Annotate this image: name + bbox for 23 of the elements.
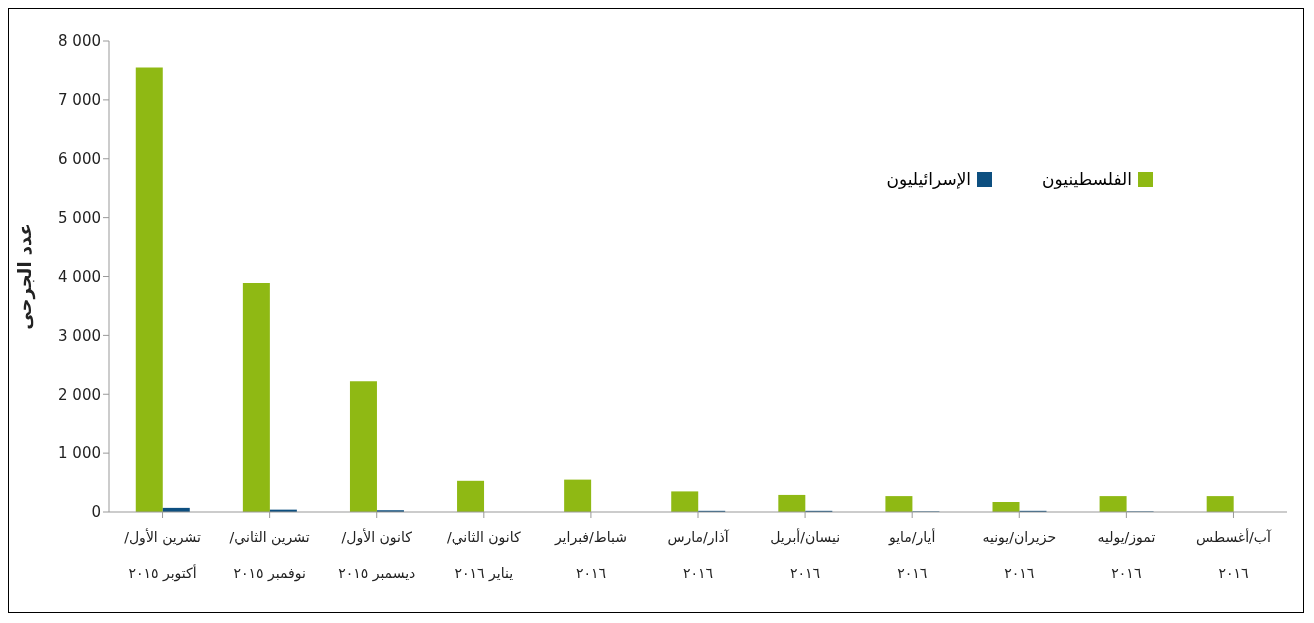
y-tick-label: 7 000: [58, 91, 101, 110]
legend-label: الفلسطينيون: [1042, 169, 1132, 189]
category-label: تموز/يوليه ٢٠١٦: [1097, 529, 1156, 581]
y-tick-label: 4 000: [58, 267, 101, 286]
y-tick-label: 2 000: [58, 385, 101, 404]
y-tick-label: 0: [91, 503, 101, 522]
category-label: آب/أغسطس ٢٠١٦: [1196, 529, 1271, 581]
category-label: نيسان/أبريل ٢٠١٦: [770, 529, 841, 581]
category-label: تشرين الثاني/ نوفمبر ٢٠١٥: [229, 529, 310, 581]
category-label: تشرين الأول/ أكتوبر ٢٠١٥: [124, 529, 201, 581]
y-tick-label: 1 000: [58, 444, 101, 463]
category-label: شباط/فبراير ٢٠١٦: [554, 529, 627, 581]
legend-label: الإسرائيليون: [886, 169, 972, 189]
y-axis-title: عدد الجرحى: [14, 223, 37, 330]
y-tick-label: 5 000: [58, 208, 101, 227]
category-label: حزيران/يونيه ٢٠١٦: [982, 529, 1057, 581]
category-label: أيار/مايو ٢٠١٦: [888, 529, 936, 581]
category-label: آذار/مارس ٢٠١٦: [667, 529, 729, 581]
y-tick-label: 6 000: [58, 150, 101, 169]
category-label: كانون الثاني/ يناير ٢٠١٦: [446, 529, 521, 581]
y-tick-label: 8 000: [58, 32, 101, 51]
y-tick-label: 3 000: [58, 326, 101, 345]
category-label: كانون الأول/ ديسمبر ٢٠١٥: [338, 529, 416, 581]
